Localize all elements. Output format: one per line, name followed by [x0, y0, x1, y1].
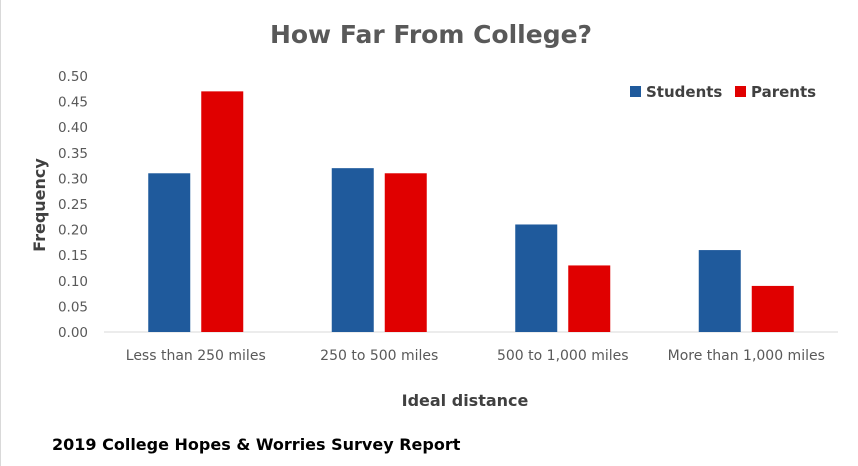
y-tick-label: 0.10	[58, 274, 88, 290]
y-tick-label: 0.50	[58, 69, 88, 85]
y-tick-label: 0.15	[58, 248, 88, 264]
y-tick-label: 0.35	[58, 146, 88, 162]
legend-swatch-students	[630, 86, 641, 97]
x-category-label: 500 to 1,000 miles	[497, 348, 629, 364]
x-category-label: Less than 250 miles	[126, 348, 266, 364]
y-tick-label: 0.25	[58, 197, 88, 213]
legend: Students Parents	[630, 83, 816, 101]
bar-students	[515, 224, 558, 332]
bar-parents	[751, 285, 794, 332]
x-axis-categories: Less than 250 miles 250 to 500 miles 500 t…	[126, 348, 825, 364]
x-category-label: More than 1,000 miles	[668, 348, 825, 364]
chart-title: How Far From College?	[270, 20, 592, 49]
bar-parents	[384, 173, 427, 332]
legend-label-parents: Parents	[751, 83, 816, 101]
bar-students	[331, 168, 374, 332]
legend-label-students: Students	[646, 83, 722, 101]
x-axis-title: Ideal distance	[402, 391, 529, 410]
y-tick-label: 0.00	[58, 325, 88, 341]
y-tick-label: 0.20	[58, 223, 88, 239]
chart-frame-edge	[0, 0, 1, 466]
y-axis-ticks: 0.00 0.05 0.10 0.15 0.20 0.25 0.30 0.35 0.40 0.45…	[58, 69, 88, 341]
x-category-label: 250 to 500 miles	[320, 348, 438, 364]
bar-parents	[568, 265, 611, 332]
legend-swatch-parents	[735, 86, 746, 97]
y-tick-label: 0.40	[58, 120, 88, 136]
bars	[148, 91, 794, 332]
bar-students	[698, 250, 741, 332]
bar-students	[148, 173, 191, 332]
source-caption: 2019 College Hopes & Worries Survey Repo…	[52, 435, 461, 454]
y-tick-label: 0.30	[58, 171, 88, 187]
y-axis-title: Frequency	[30, 158, 49, 252]
y-tick-label: 0.05	[58, 299, 88, 315]
y-tick-label: 0.45	[58, 95, 88, 111]
bar-parents	[201, 91, 244, 332]
